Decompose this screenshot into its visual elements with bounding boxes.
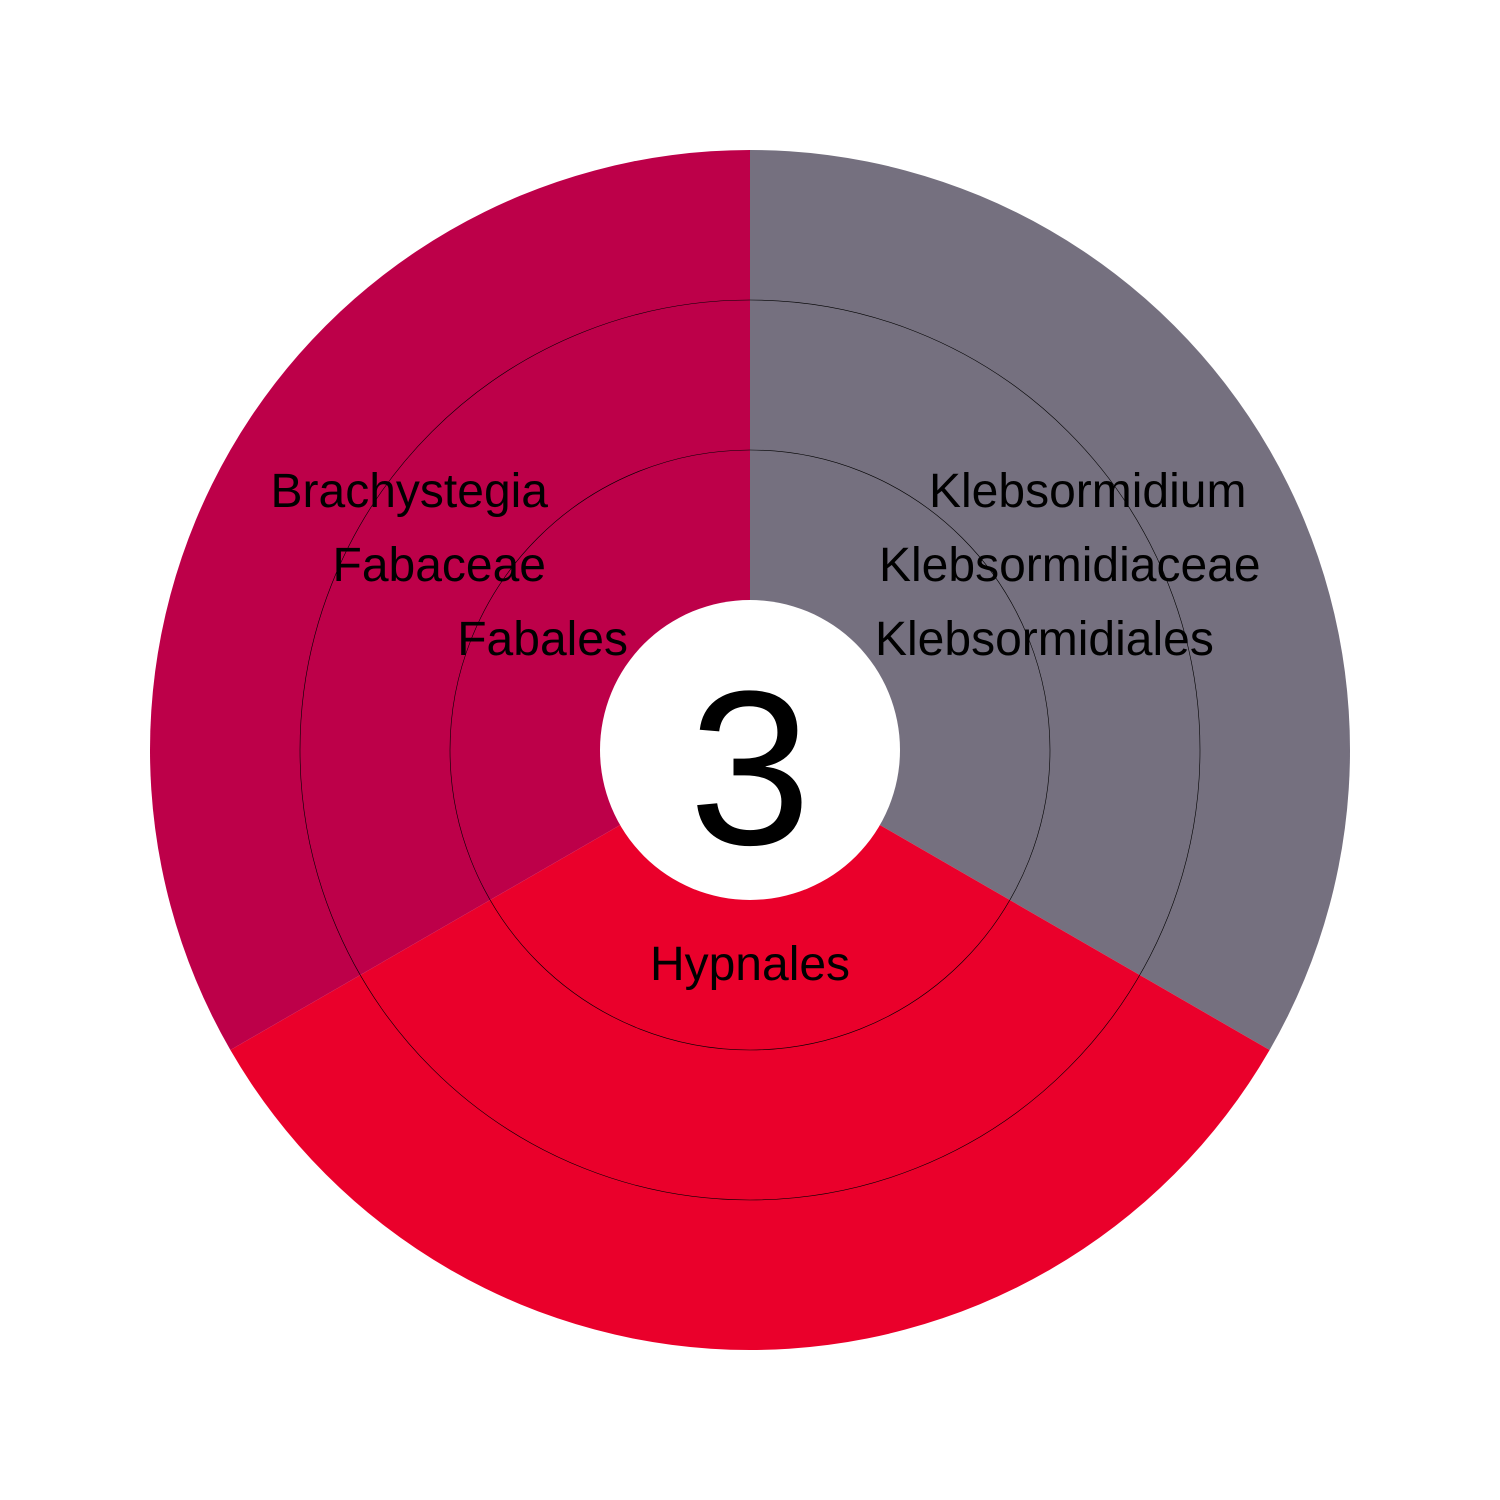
center-hole — [600, 600, 900, 900]
ring-divider-2 — [299, 299, 1201, 1201]
ring-dividers — [299, 299, 1201, 1201]
slice-fabales — [150, 150, 750, 1050]
slice-label-klebsormidiaceae: Klebsormidiaceae — [879, 539, 1261, 592]
center-count-label: 3 — [689, 645, 811, 891]
slice-klebsormidiales — [750, 150, 1350, 1050]
slice-labels: Klebsormidiales Klebsormidiaceae Klebsormi… — [271, 465, 1261, 991]
ring-divider-1 — [449, 449, 1051, 1051]
slice-label-klebsormidiales: Klebsormidiales — [875, 613, 1214, 666]
slice-label-klebsormidium: Klebsormidium — [929, 465, 1246, 518]
slice-label-brachystegia: Brachystegia — [271, 465, 549, 518]
slice-label-hypnales: Hypnales — [650, 938, 850, 991]
slice-label-fabaceae: Fabaceae — [333, 539, 547, 592]
slice-label-fabales: Fabales — [457, 613, 628, 666]
